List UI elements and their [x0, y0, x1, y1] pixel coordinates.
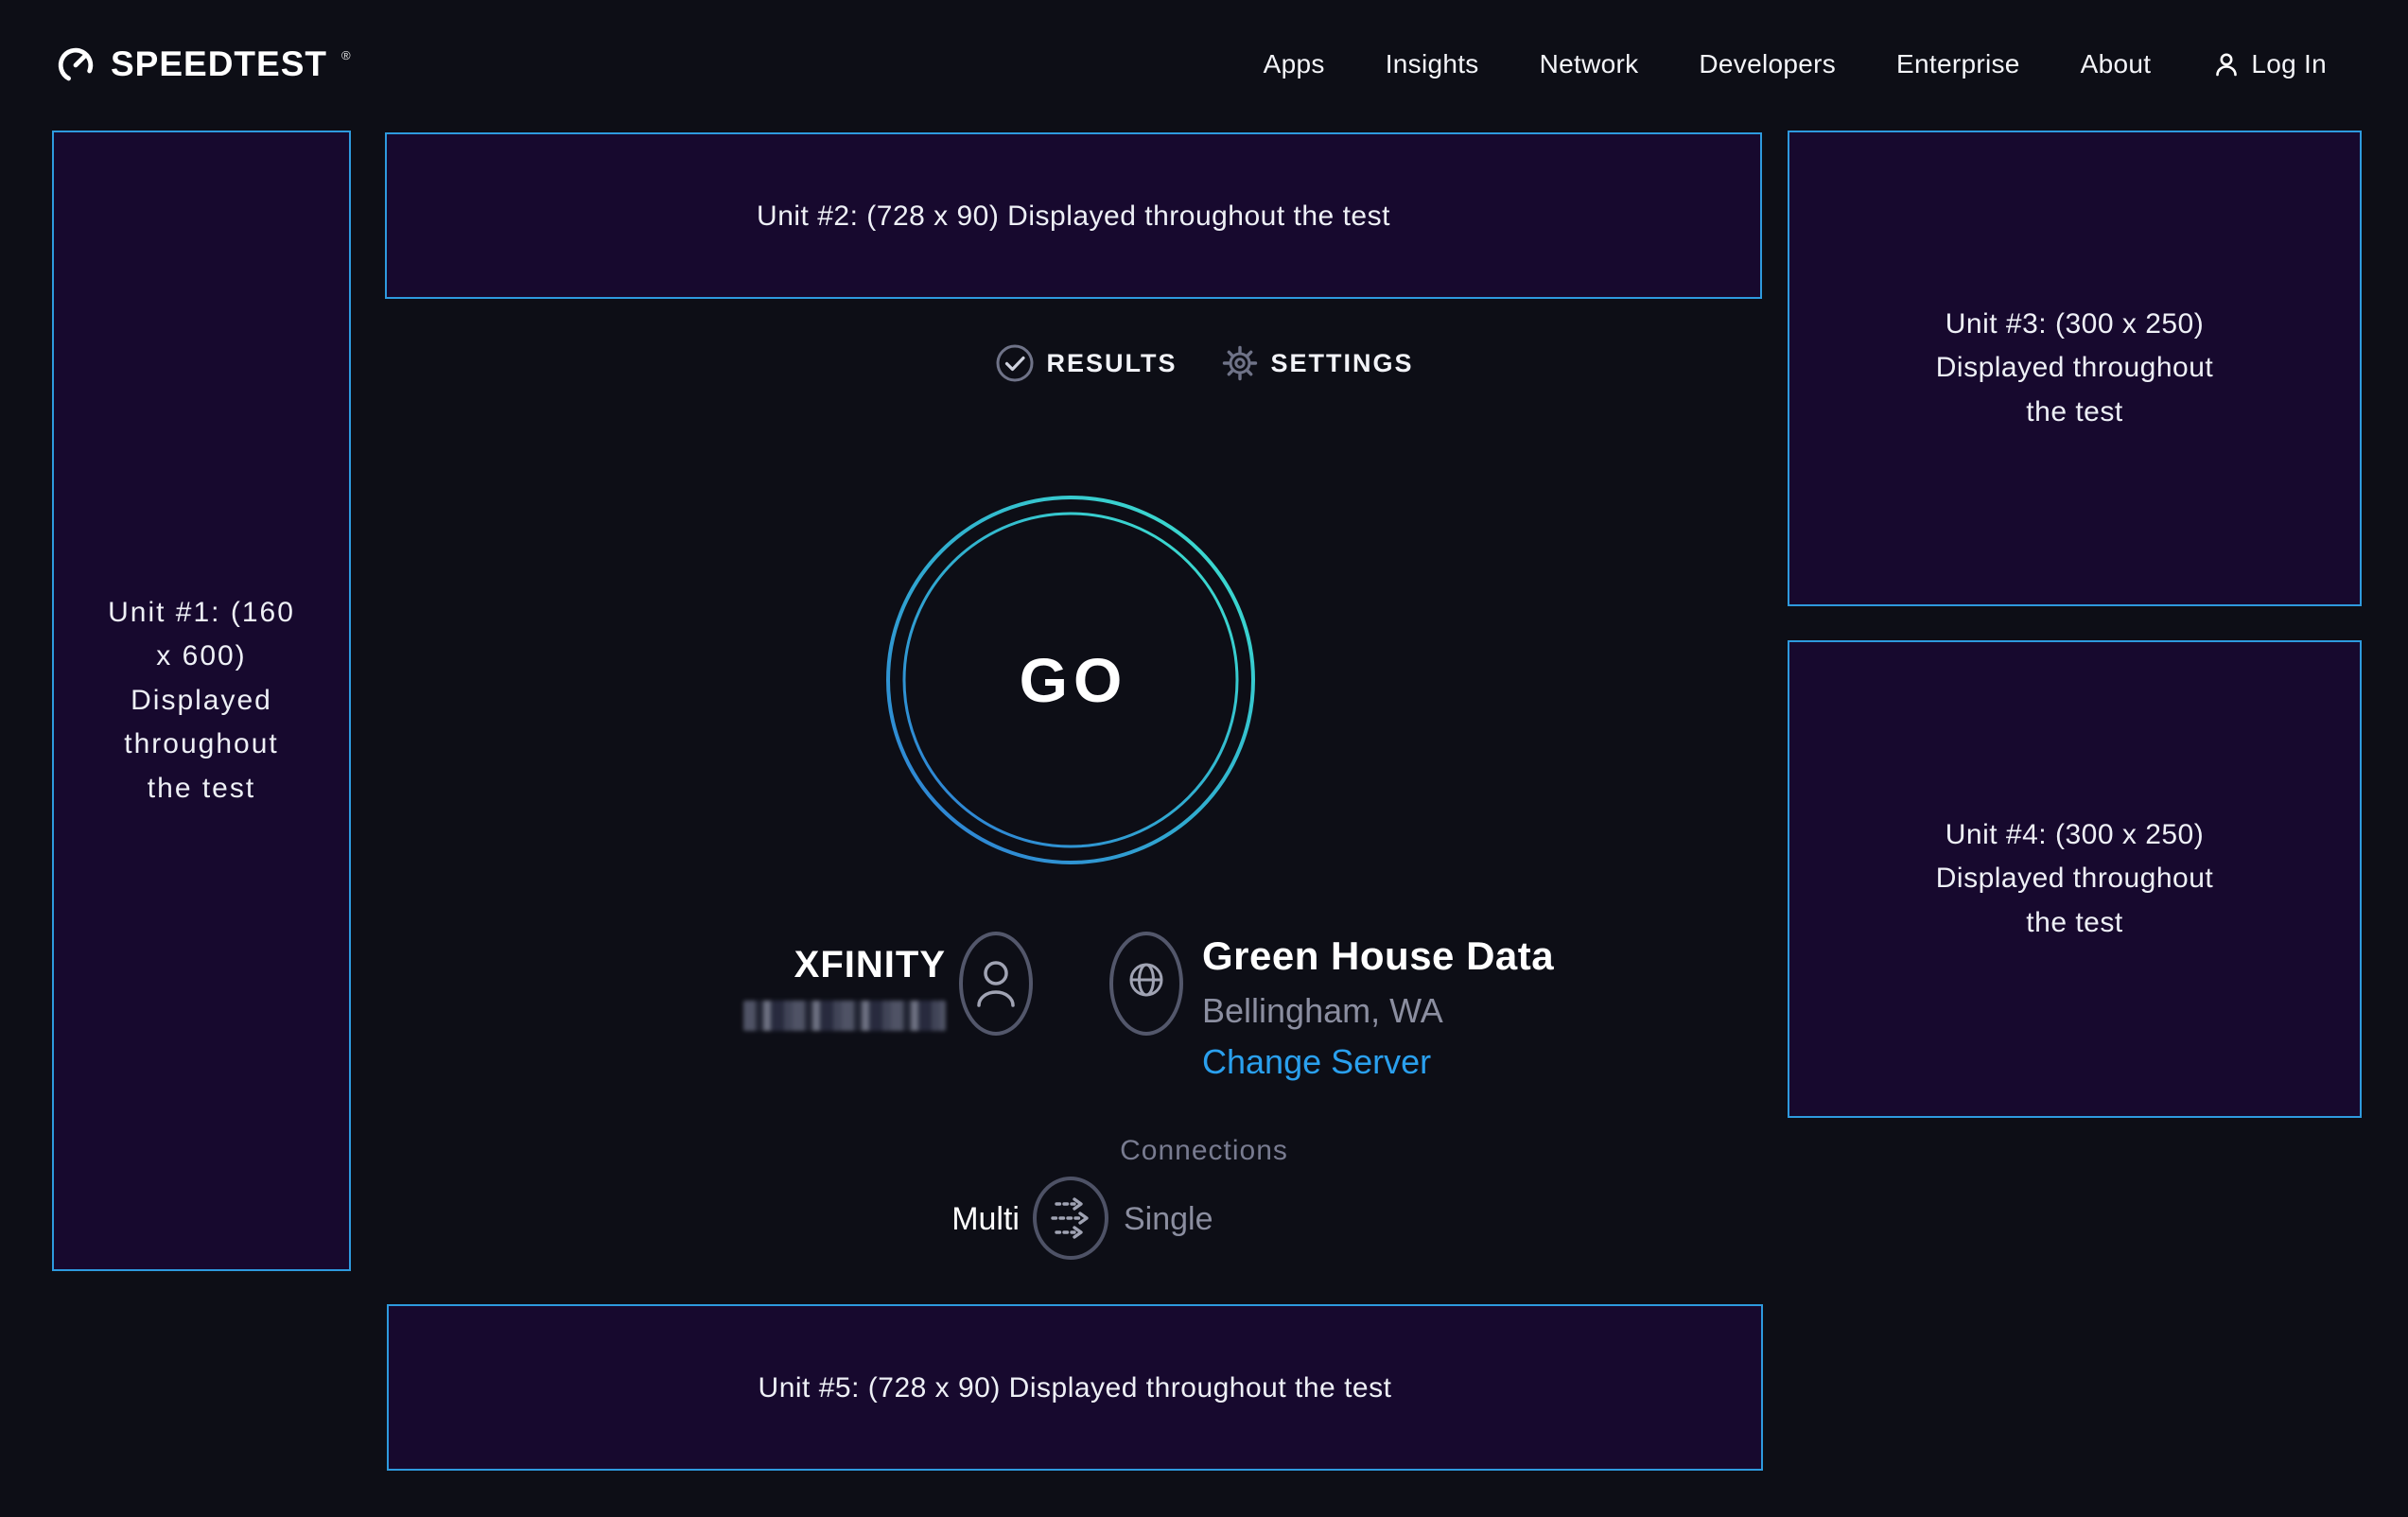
tab-results[interactable]: RESULTS [994, 342, 1177, 384]
view-tabs: RESULTS [0, 342, 2408, 384]
go-button[interactable]: GO [881, 491, 1260, 869]
ip-address-redacted [743, 1001, 946, 1031]
ad-unit-3-label: Unit #3: (300 x 250) Displayed throughou… [1935, 307, 2214, 427]
gear-icon [1219, 342, 1261, 384]
nav-item-about[interactable]: About [2080, 49, 2152, 78]
user-icon [2211, 49, 2242, 79]
go-ring-icon [886, 496, 1255, 864]
ad-unit-1-label: Unit #1: (160 x 600) Displayed throughou… [108, 596, 295, 804]
server-name: Green House Data [1202, 933, 1555, 978]
server-location: Bellingham, WA [1202, 991, 1443, 1030]
tab-results-label: RESULTS [1046, 348, 1178, 377]
check-circle-icon [994, 342, 1036, 384]
logo-trademark: ® [341, 48, 351, 62]
nav-item-insights[interactable]: Insights [1385, 49, 1479, 78]
ad-unit-5: Unit #5: (728 x 90) Displayed throughout… [387, 1304, 1763, 1471]
ad-unit-2-label: Unit #2: (728 x 90) Displayed throughout… [757, 200, 1390, 232]
ad-unit-1: Unit #1: (160 x 600) Displayed throughou… [52, 131, 351, 1271]
nav-item-developers[interactable]: Developers [1699, 49, 1837, 78]
ad-unit-4: Unit #4: (300 x 250) Displayed throughou… [1788, 640, 2362, 1118]
connections-label: Connections [1120, 1135, 1288, 1166]
ad-unit-2: Unit #2: (728 x 90) Displayed throughout… [385, 132, 1762, 299]
change-server-link[interactable]: Change Server [1202, 1042, 1432, 1081]
connections-option-single[interactable]: Single [1124, 1201, 1213, 1237]
top-nav-bar: SPEEDTEST ® Apps Insights Network Develo… [0, 0, 2408, 129]
ad-unit-4-label: Unit #4: (300 x 250) Displayed throughou… [1935, 818, 2214, 938]
logo-wordmark: SPEEDTEST [111, 44, 327, 83]
go-label: GO [1019, 645, 1128, 715]
login-label: Log In [2251, 49, 2327, 78]
speedtest-logo[interactable]: SPEEDTEST ® [54, 43, 351, 86]
multi-connections-icon [1033, 1177, 1108, 1260]
speedometer-icon [54, 43, 97, 86]
user-oval-icon [958, 931, 1034, 1037]
connections-option-multi[interactable]: Multi [951, 1201, 1020, 1237]
globe-oval-icon [1108, 931, 1184, 1037]
connections-toggle[interactable] [1031, 1175, 1110, 1262]
tab-settings-label: SETTINGS [1270, 348, 1414, 377]
main-nav: Apps Insights Network Developers Enterpr… [1264, 49, 2327, 79]
isp-name: XFINITY [794, 944, 946, 985]
ad-unit-3: Unit #3: (300 x 250) Displayed throughou… [1788, 131, 2362, 606]
tab-settings[interactable]: SETTINGS [1219, 342, 1414, 384]
nav-item-network[interactable]: Network [1539, 49, 1639, 78]
ad-unit-5-label: Unit #5: (728 x 90) Displayed throughout… [758, 1371, 1392, 1404]
nav-item-apps[interactable]: Apps [1263, 49, 1325, 78]
nav-item-enterprise[interactable]: Enterprise [1896, 49, 2020, 78]
login-button[interactable]: Log In [2211, 49, 2327, 79]
